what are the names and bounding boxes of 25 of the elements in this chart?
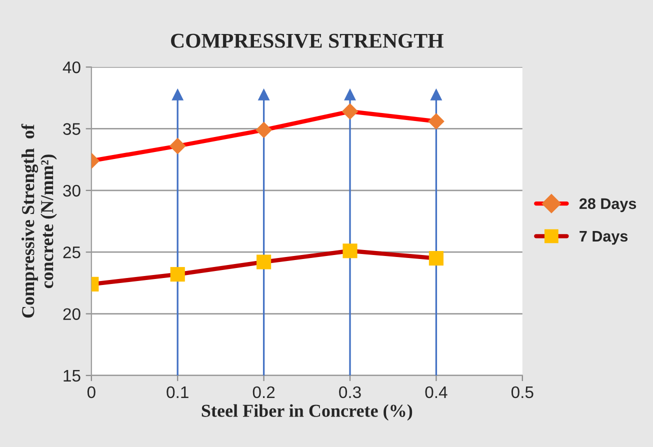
y-tick-label: 20 — [63, 308, 80, 320]
x-tick-label: 0.1 — [166, 386, 188, 398]
y-tick-label: 35 — [63, 123, 80, 135]
y-tick-label: 30 — [63, 184, 80, 197]
legend-label: 28 Days — [579, 198, 636, 212]
y-tick-label: 40 — [62, 61, 80, 74]
y-tick-label: 25 — [63, 246, 80, 258]
point — [170, 267, 185, 282]
x-tick-label: 0.4 — [425, 386, 448, 398]
point — [428, 250, 444, 266]
x-tick-label: 0.3 — [339, 386, 361, 398]
y-tick-label: 15 — [64, 370, 80, 382]
legend-label: 7 Days — [580, 230, 628, 245]
x-axis-title: Steel Fiber in Concrete (%) — [202, 404, 412, 421]
x-tick-label: 0.2 — [252, 386, 275, 398]
x-tick-label: 0 — [87, 386, 96, 398]
point — [256, 122, 272, 138]
point — [428, 113, 444, 130]
point — [256, 254, 272, 270]
point — [342, 103, 358, 120]
y-axis-title: Compressive Strength of concrete (N/mm²) — [21, 124, 57, 318]
point — [169, 138, 186, 154]
chart-title: COMPRESSIVE STRENGTH — [171, 34, 444, 48]
x-tick-label: 0.5 — [511, 386, 534, 398]
point — [342, 244, 358, 258]
